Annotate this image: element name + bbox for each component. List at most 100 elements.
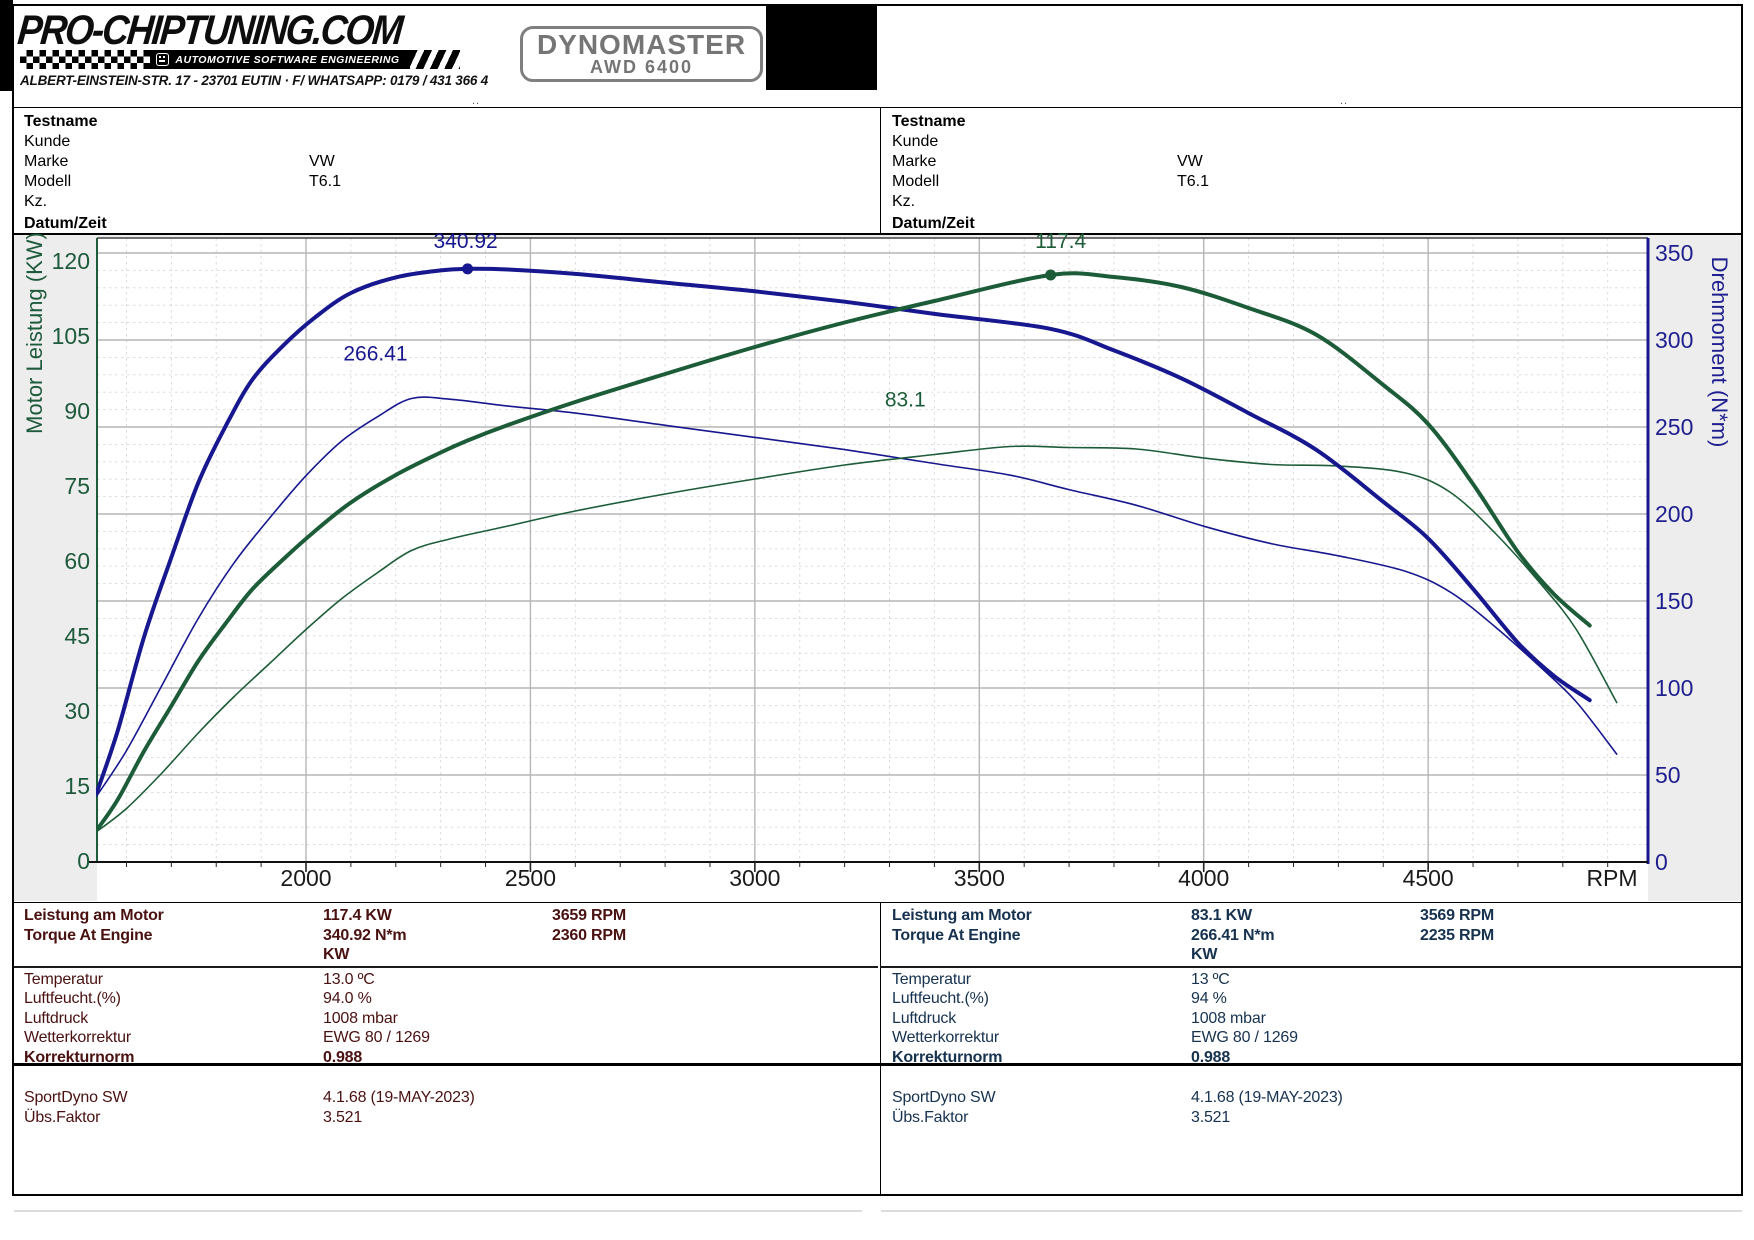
left-tick-45: 45 — [64, 623, 90, 649]
results-value: 1008 mbar — [323, 1009, 398, 1027]
x-tick-2500: 2500 — [505, 865, 556, 891]
results-label: Luftfeucht.(%) — [24, 990, 121, 1007]
x-axis-ticks — [125, 862, 1609, 872]
info-row-kunde: Kunde — [880, 132, 1745, 152]
left-tick-15: 15 — [64, 773, 90, 799]
annotation-83.1: 83.1 — [885, 389, 926, 412]
info-row-datum-zeit: Datum/Zeit — [12, 214, 880, 234]
results-label: Leistung am Motor — [892, 907, 1032, 924]
annotation-340.92: 340.92 — [433, 230, 497, 253]
test-info-panel-right: Testname Kunde Marke VW Modell T6.1 Kz. Datum/Z… — [880, 109, 1745, 233]
info-row-marke: Marke VW — [880, 152, 1745, 172]
results-panel-divider — [880, 902, 881, 1196]
results-value: 3.521 — [323, 1108, 363, 1126]
info-row-kz-: Kz. — [880, 192, 1745, 212]
logo-tagline: AUTOMOTIVE SOFTWARE ENGINEERING — [175, 53, 400, 66]
right-tick-100: 100 — [1655, 675, 1693, 701]
curve-power-stock — [96, 445, 1618, 833]
info-label: Modell — [24, 173, 72, 190]
right-axis-title: Drehmoment (N*m) — [1707, 257, 1732, 448]
results-row-sportdyno-sw: SportDyno SW 4.1.68 (19-MAY-2023) — [12, 1088, 878, 1107]
curve-power-tuned — [96, 271, 1592, 832]
right-tick-200: 200 — [1655, 501, 1693, 527]
left-tick-105: 105 — [52, 323, 90, 349]
info-row-marke: Marke VW — [12, 152, 880, 172]
results-row-temperatur: Temperatur 13.0 ºC — [12, 970, 878, 989]
results-value: 1008 mbar — [1191, 1009, 1266, 1027]
results-value: 266.41 N*m — [1191, 926, 1275, 944]
info-label: Kz. — [24, 193, 48, 210]
logo-tagline-band: AUTOMOTIVE SOFTWARE ENGINEERING — [150, 50, 410, 69]
diagonal-stripes-graphic — [409, 50, 460, 69]
left-tick-30: 30 — [64, 698, 90, 724]
results-value: 94.0 % — [323, 990, 372, 1007]
results-top-border — [12, 902, 1743, 903]
panel-corner-mark-right: .. — [1340, 95, 1349, 107]
curves — [96, 266, 1618, 833]
results-value: 83.1 KW — [1191, 907, 1252, 924]
results-label: Temperatur — [24, 970, 103, 988]
results-label: Wetterkorrektur — [24, 1029, 131, 1046]
dynomaster-badge-title: DYNOMASTER — [536, 29, 747, 60]
left-tick-0: 0 — [77, 848, 90, 874]
curve-torque-tuned — [96, 266, 1592, 795]
results-label: Torque At Engine — [892, 926, 1021, 944]
info-value: T6.1 — [309, 173, 342, 190]
results-rpm-value: 3659 RPM — [552, 907, 626, 924]
results-label: Leistung am Motor — [24, 907, 164, 924]
results-row-luftdruck: Luftdruck 1008 mbar — [12, 1009, 878, 1028]
info-label: Kunde — [24, 133, 71, 150]
results-label: SportDyno SW — [892, 1089, 996, 1106]
x-tick-3500: 3500 — [954, 865, 1005, 891]
results-row-wetterkorrektur: Wetterkorrektur EWG 80 / 1269 — [880, 1028, 1743, 1047]
info-label: Kz. — [892, 193, 916, 210]
info-label: Marke — [892, 153, 937, 170]
annotation-117.4: 117.4 — [1035, 230, 1086, 253]
results-row--bs-faktor: Übs.Faktor 3.521 — [12, 1108, 878, 1127]
results-rpm-value: 2360 RPM — [552, 926, 626, 944]
results-value: 94 % — [1191, 990, 1227, 1007]
results-value: 0.988 — [323, 1048, 363, 1066]
left-tick-60: 60 — [64, 548, 90, 574]
results-thick-separator — [12, 1063, 1743, 1066]
info-label: Kunde — [892, 133, 939, 150]
results-row-kw: KW — [12, 945, 878, 964]
results-row-luftdruck: Luftdruck 1008 mbar — [880, 1009, 1743, 1028]
right-tick-150: 150 — [1655, 588, 1693, 614]
results-value: EWG 80 / 1269 — [1191, 1029, 1298, 1046]
dynomaster-badge-subtitle: AWD 6400 — [589, 57, 694, 77]
results-label: Luftdruck — [892, 1009, 957, 1027]
results-label: Wetterkorrektur — [892, 1029, 999, 1046]
chart-top-border — [12, 233, 1743, 235]
annotation-266.41: 266.41 — [343, 342, 407, 365]
results-value: 0.988 — [1191, 1048, 1231, 1066]
results-value: 13.0 ºC — [323, 970, 375, 988]
grid-major — [97, 238, 1648, 862]
results-section-separator — [880, 965, 1743, 968]
left-tick-75: 75 — [64, 473, 90, 499]
results-row-luftfeucht-: Luftfeucht.(%) 94 % — [880, 989, 1743, 1008]
info-label: Marke — [24, 153, 69, 170]
info-row-modell: Modell T6.1 — [12, 172, 880, 192]
results-panel-right: Leistung am Motor 83.1 KW 3569 RPM Torque A… — [880, 904, 1743, 1126]
results-value: 3.521 — [1191, 1108, 1231, 1126]
company-logo-band: AUTOMOTIVE SOFTWARE ENGINEERING — [20, 50, 460, 69]
peak-marker-340.92 — [462, 263, 474, 275]
info-row-kunde: Kunde — [12, 132, 880, 152]
results-row--bs-faktor: Übs.Faktor 3.521 — [880, 1108, 1743, 1127]
info-row-testname: Testname — [880, 112, 1745, 132]
right-tick-0: 0 — [1655, 849, 1668, 875]
results-label: Korrekturnorm — [24, 1048, 135, 1066]
curve-torque-stock — [96, 396, 1618, 797]
results-row-torque-at-engine: Torque At Engine 340.92 N*m 2360 RPM — [12, 926, 878, 945]
peak-marker-117.4 — [1045, 269, 1057, 281]
results-label: Luftfeucht.(%) — [892, 990, 989, 1007]
results-value: 13 ºC — [1191, 970, 1230, 988]
results-row-sportdyno-sw: SportDyno SW 4.1.68 (19-MAY-2023) — [880, 1088, 1743, 1107]
right-tick-350: 350 — [1655, 240, 1693, 266]
info-label: Datum/Zeit — [24, 215, 107, 232]
header-black-block — [766, 5, 877, 90]
results-row-korrekturnorm: Korrekturnorm 0.988 — [880, 1048, 1743, 1067]
x-label-band — [97, 862, 1648, 901]
